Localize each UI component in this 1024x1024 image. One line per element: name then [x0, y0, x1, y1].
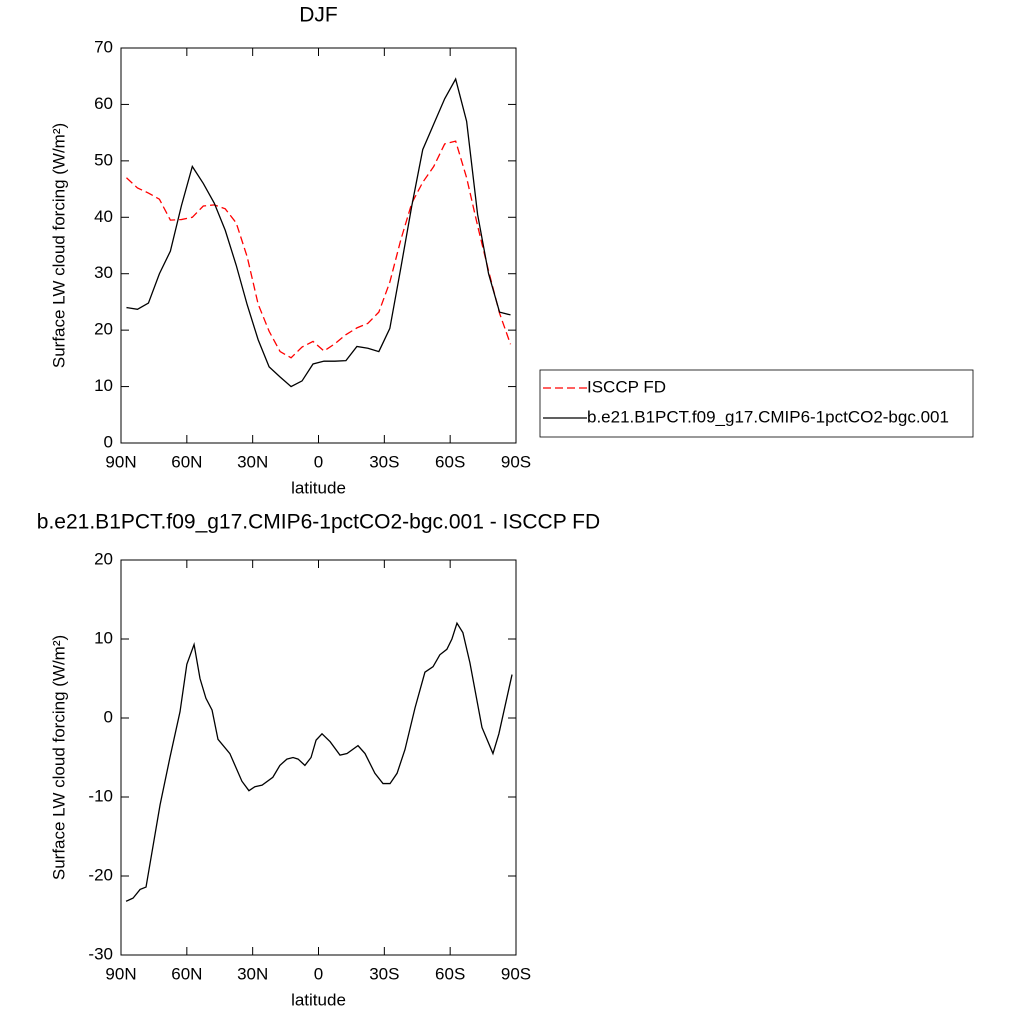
y-axis-label: Surface LW cloud forcing (W/m²): [49, 123, 68, 368]
x-tick-label: 30S: [369, 964, 399, 983]
y-tick-label: -30: [88, 944, 113, 963]
y-tick-label: 40: [94, 207, 113, 226]
y-tick-label: 30: [94, 263, 113, 282]
y-tick-label: 10: [94, 628, 113, 647]
data-line: [126, 77, 511, 388]
y-tick-label: 20: [94, 549, 113, 568]
x-tick-label: 60N: [171, 452, 202, 471]
x-tick-label: 90N: [105, 964, 136, 983]
y-tick-label: 20: [94, 320, 113, 339]
y-tick-label: 0: [104, 432, 113, 451]
plot-frame: [120, 47, 517, 444]
chart-title: b.e21.B1PCT.f09_g17.CMIP6-1pctCO2-bgc.00…: [37, 511, 600, 534]
x-tick-label: 0: [314, 964, 323, 983]
x-tick-label: 60N: [171, 964, 202, 983]
legend-label: ISCCP FD: [587, 377, 666, 396]
legend-label: b.e21.B1PCT.f09_g17.CMIP6-1pctCO2-bgc.00…: [587, 407, 949, 426]
legend-box: [539, 369, 974, 438]
plot-frame: [120, 559, 517, 956]
x-tick-label: 90S: [501, 452, 531, 471]
y-tick-label: -20: [88, 865, 113, 884]
x-axis-label: latitude: [291, 478, 346, 497]
y-axis-label: Surface LW cloud forcing (W/m²): [49, 635, 68, 880]
x-tick-label: 90S: [501, 964, 531, 983]
data-line: [125, 621, 513, 902]
y-tick-label: -10: [88, 786, 113, 805]
x-tick-label: 30N: [237, 964, 268, 983]
y-tick-label: 0: [104, 707, 113, 726]
x-tick-label: 0: [314, 452, 323, 471]
y-tick-label: 10: [94, 376, 113, 395]
y-tick-label: 70: [94, 37, 113, 56]
x-tick-label: 30S: [369, 452, 399, 471]
x-tick-label: 30N: [237, 452, 268, 471]
y-tick-label: 50: [94, 150, 113, 169]
data-line: [126, 140, 512, 359]
x-tick-label: 60S: [435, 964, 465, 983]
x-tick-label: 60S: [435, 452, 465, 471]
x-tick-label: 90N: [105, 452, 136, 471]
x-axis-label: latitude: [291, 990, 346, 1009]
chart-title: DJF: [299, 4, 338, 27]
y-tick-label: 60: [94, 94, 113, 113]
